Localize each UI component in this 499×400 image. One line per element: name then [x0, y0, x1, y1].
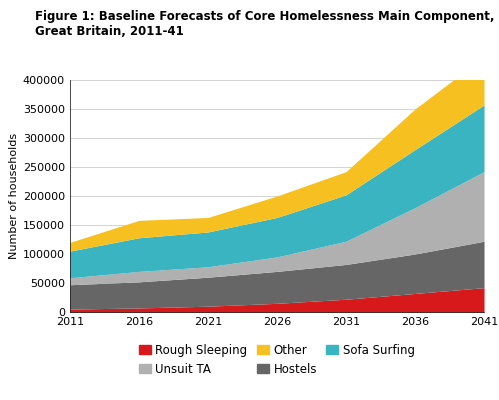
Y-axis label: Number of households: Number of households [8, 133, 18, 259]
Text: Figure 1: Baseline Forecasts of Core Homelessness Main Component,
Great Britain,: Figure 1: Baseline Forecasts of Core Hom… [35, 10, 495, 38]
Legend: Rough Sleeping, Unsuit TA, Other, Hostels, Sofa Surfing, : Rough Sleeping, Unsuit TA, Other, Hostel… [139, 344, 415, 376]
